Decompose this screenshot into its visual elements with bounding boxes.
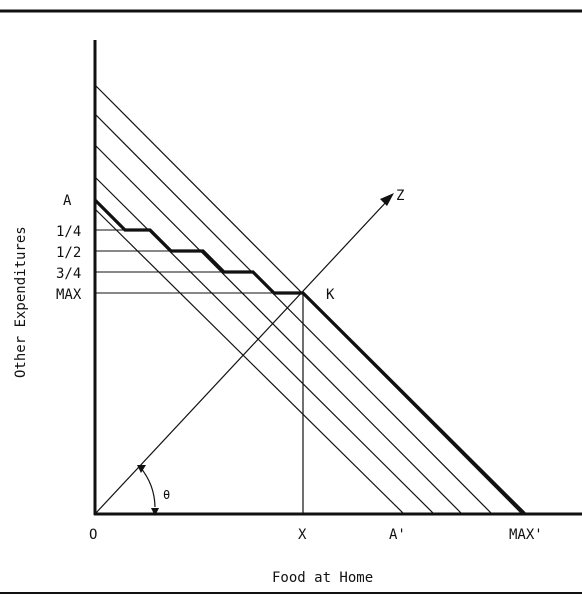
angle-label-theta: θ: [163, 488, 170, 502]
y-tick-half: 1/2: [56, 245, 81, 261]
budget-line-half: [94, 144, 463, 515]
y-tick-a: A: [63, 193, 72, 209]
ray-label-z: Z: [396, 188, 404, 204]
y-axis-title: Other Expenditures: [13, 226, 29, 378]
kinked-budget-constraint: [93, 198, 527, 516]
angle-arrowhead-top: [137, 465, 146, 473]
ray-arrowhead: [380, 193, 394, 206]
budget-line-quarter: [94, 176, 435, 515]
ray-oz: [94, 199, 389, 515]
x-tick-a-prime: A': [389, 527, 406, 543]
y-tick-quarter: 1/4: [56, 224, 81, 240]
y-tick-max: MAX: [56, 287, 82, 303]
angle-arrowhead-bottom: [151, 508, 159, 516]
angle-arc: [139, 466, 156, 508]
x-tick-max-prime: MAX': [509, 527, 543, 543]
budget-line-three-quarter: [94, 113, 493, 515]
y-tick-three-quarter: 3/4: [56, 266, 81, 282]
budget-line-a: [94, 208, 405, 515]
x-axis-title: Food at Home: [272, 570, 373, 586]
x-tick-origin: O: [89, 527, 97, 543]
point-label-k: K: [326, 287, 335, 303]
x-tick-x: X: [298, 527, 307, 543]
